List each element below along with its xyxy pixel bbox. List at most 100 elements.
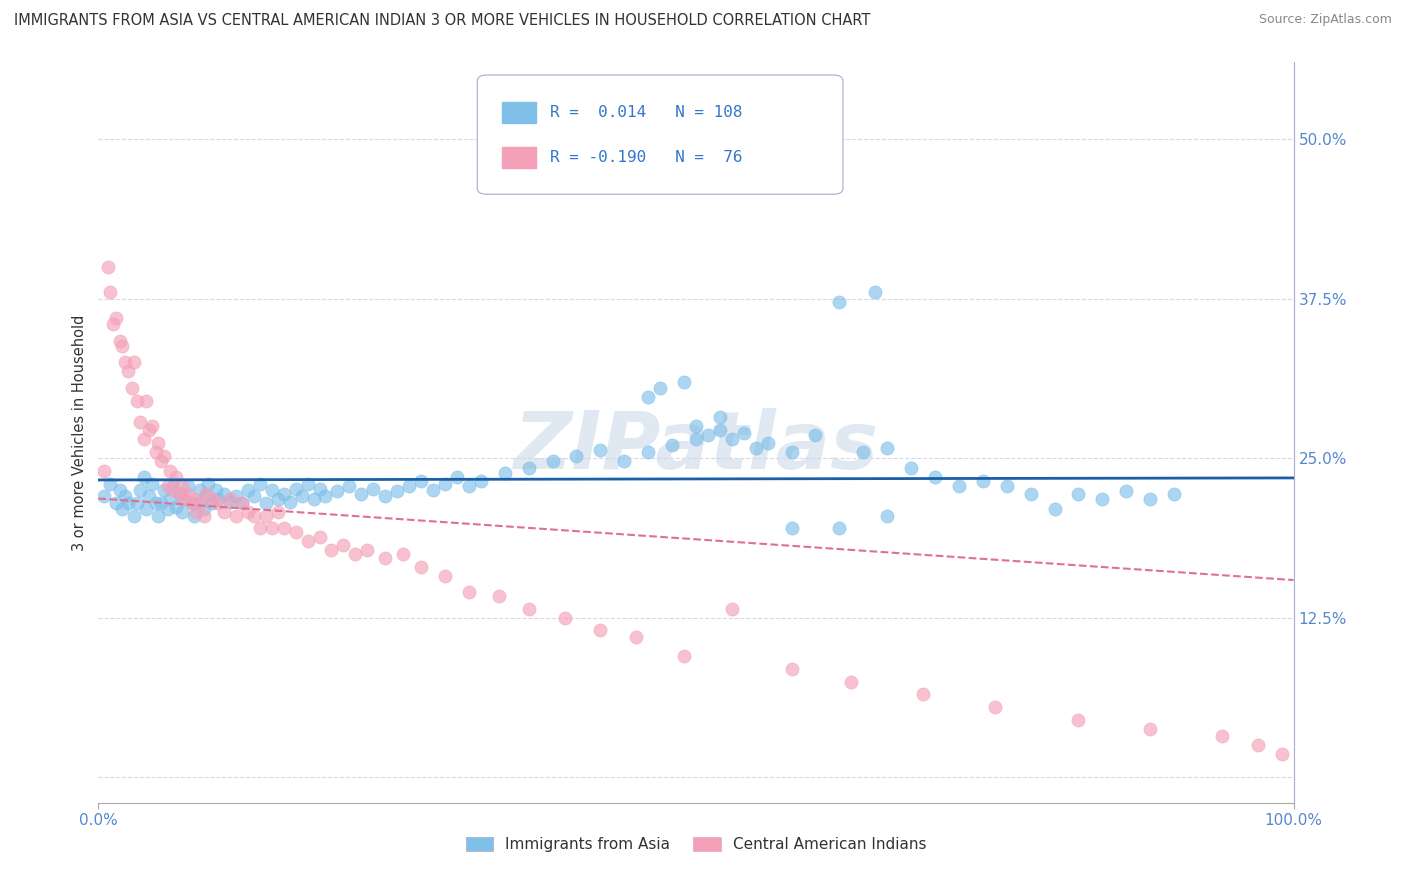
Point xyxy=(183,491,205,506)
Point xyxy=(637,390,659,404)
Point xyxy=(697,428,720,442)
Point xyxy=(149,496,172,510)
Point xyxy=(243,490,266,504)
Point xyxy=(589,443,612,458)
Point xyxy=(1211,730,1233,744)
Point xyxy=(138,423,160,437)
Point xyxy=(332,538,354,552)
Point xyxy=(172,479,194,493)
Point xyxy=(180,496,202,510)
Point xyxy=(494,467,516,481)
Point xyxy=(1271,747,1294,762)
Point xyxy=(124,355,146,369)
Point xyxy=(344,547,367,561)
Point xyxy=(207,496,229,510)
Point xyxy=(148,435,170,450)
Point xyxy=(108,483,131,497)
Point xyxy=(225,508,247,523)
Point xyxy=(207,491,229,506)
Point xyxy=(613,453,636,467)
Point xyxy=(865,285,887,300)
Point xyxy=(745,441,768,455)
Point xyxy=(350,487,373,501)
Point xyxy=(589,624,612,638)
Point xyxy=(111,339,134,353)
Point xyxy=(162,483,184,497)
Point xyxy=(1067,487,1090,501)
Point xyxy=(129,483,152,497)
Point xyxy=(1247,739,1270,753)
Point xyxy=(219,494,242,508)
Point xyxy=(173,491,195,506)
Point xyxy=(1139,491,1161,506)
Point xyxy=(911,687,934,701)
Point xyxy=(249,521,271,535)
Point xyxy=(260,483,283,497)
Point xyxy=(984,700,1007,714)
Point xyxy=(186,496,208,510)
Point xyxy=(626,630,648,644)
Point xyxy=(685,419,707,434)
Point xyxy=(339,479,361,493)
Point xyxy=(177,479,200,493)
Point xyxy=(709,410,731,425)
Point xyxy=(101,317,124,331)
Point xyxy=(315,490,337,504)
Point xyxy=(673,375,696,389)
Point xyxy=(411,474,433,488)
Point xyxy=(517,601,540,615)
Point xyxy=(1067,713,1090,727)
Point xyxy=(780,444,803,458)
Point xyxy=(756,435,779,450)
Point xyxy=(972,474,994,488)
Point xyxy=(111,502,134,516)
Point xyxy=(121,381,143,395)
Point xyxy=(385,484,409,499)
Point xyxy=(1139,722,1161,736)
Point xyxy=(145,496,167,510)
Point xyxy=(876,508,898,523)
Point xyxy=(398,479,420,493)
Point xyxy=(141,419,163,434)
Point xyxy=(165,470,187,484)
Point xyxy=(153,483,176,497)
Point xyxy=(1115,484,1137,499)
Y-axis label: 3 or more Vehicles in Household: 3 or more Vehicles in Household xyxy=(72,315,87,550)
Point xyxy=(135,393,157,408)
Point xyxy=(219,491,242,506)
Point xyxy=(97,260,120,274)
Point xyxy=(1019,487,1042,501)
Point xyxy=(124,508,146,523)
Point xyxy=(541,453,564,467)
Point xyxy=(236,483,259,497)
Point xyxy=(278,494,301,508)
Point xyxy=(733,425,755,440)
Point xyxy=(291,490,314,504)
Point xyxy=(254,508,277,523)
Point xyxy=(177,487,200,501)
Point xyxy=(231,496,253,510)
Point xyxy=(197,476,219,491)
Point xyxy=(685,432,707,446)
Point xyxy=(254,496,277,510)
Point xyxy=(308,482,330,496)
Point xyxy=(709,423,731,437)
Point xyxy=(841,674,863,689)
Point xyxy=(188,496,211,510)
Point xyxy=(236,505,259,519)
Text: R =  0.014   N = 108: R = 0.014 N = 108 xyxy=(550,105,742,120)
Point xyxy=(828,521,851,535)
Point xyxy=(297,476,319,491)
Point xyxy=(114,490,136,504)
Point xyxy=(458,585,481,599)
Point xyxy=(173,491,195,506)
Point xyxy=(852,444,875,458)
Point xyxy=(132,432,155,446)
Point xyxy=(249,476,271,491)
Point xyxy=(1091,491,1114,506)
Point xyxy=(321,543,343,558)
Point xyxy=(180,496,202,510)
Point xyxy=(374,490,396,504)
Point xyxy=(565,449,588,463)
Point xyxy=(212,505,235,519)
